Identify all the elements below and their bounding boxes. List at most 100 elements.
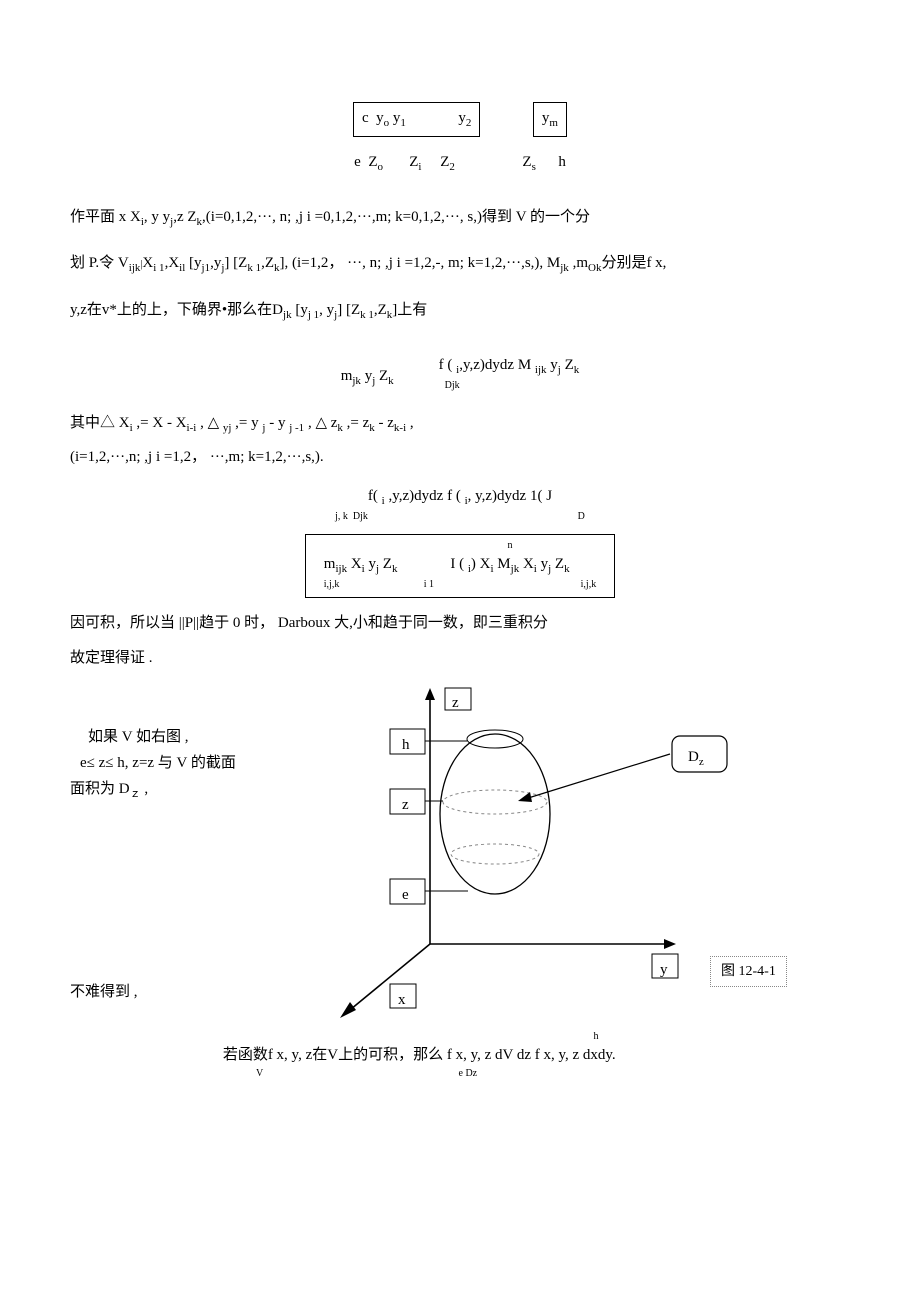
p3e: ,Z [374,302,387,318]
p6: 因可积，所以当 ||P||趋于 0 时， Darboux 大,小和趋于同一数，即… [70,615,548,631]
box-g: M [494,556,511,572]
d4: 不难得到 , [70,979,138,1006]
y2-sub: 2 [466,117,472,129]
zs: Z [522,154,531,170]
z2-sub: 2 [449,161,455,173]
p3a-sub: jk [283,309,292,321]
p2b-sub: i 1 [153,262,164,274]
box-j-sub: k [564,563,570,575]
eq2-left: j, k [335,511,348,522]
dz-label-d: D [688,749,699,765]
p2i-sub: O [588,262,596,274]
ineq-g: Z [561,357,574,373]
y0-sub: o [384,117,390,129]
ineq-a: m [341,368,353,384]
p3d: ] [Z [337,302,360,318]
tick-z-label: z [402,792,409,819]
figure-caption: 图 12-4-1 [710,956,787,987]
p4c: , △ [196,415,223,431]
z2: Z [440,154,449,170]
ineq-g-sub: k [574,364,580,376]
p4b-sub: i-i [187,422,197,434]
dz-label: Dz [688,744,704,773]
p4d: ,= y [231,415,262,431]
d3a-sub: ｚ [130,788,141,800]
p1c: ,z Z [173,209,196,225]
d3a: 面积为 D [70,781,130,797]
e-label: e [354,154,361,170]
header-row-2: e Zo Zi Z2 Zs h [70,149,850,178]
y1-sub: 1 [400,117,406,129]
d3: 面积为 Dｚ , [70,776,148,805]
p2h-sub: jk [560,262,569,274]
final-b2: h [200,1032,639,1042]
p4h-sub: k-i [394,422,406,434]
ineq-e-sub: ijk [535,364,547,376]
paragraph-6: 因可积，所以当 ||P||趋于 0 时， Darboux 大,小和趋于同一数，即… [70,610,850,637]
p2a: 划 P.令 V [70,255,129,271]
diagram-region: 如果 V 如右图 , e≤ z≤ h, z=z 与 V 的截面 面积为 Dｚ ,… [70,684,850,1024]
final-a: 若函数f x, y, z在V上的可积，那么 f x, y, z dV dz f … [200,1042,639,1069]
p1a: 作平面 x X [70,209,141,225]
p4i: , [406,415,414,431]
p4f: , △ z [304,415,337,431]
p2c: ,X [165,255,180,271]
p2d: [y [185,255,201,271]
paragraph-2: 划 P.令 Vijk|Xi 1,Xil [yj1,yj] [Zk 1,Zk], … [70,250,850,279]
equation-2: f( i ,y,z)dydz f ( i, y,z)dydz 1( J j, k… [70,483,850,522]
y0: y [376,110,384,126]
eq2-stack: f( i ,y,z)dydz f ( i, y,z)dydz 1( J j, k… [335,483,585,522]
p7: 故定理得证 . [70,650,153,666]
final-equation: h 若函数f x, y, z在V上的可积，那么 f x, y, z dV dz … [200,1032,850,1080]
ineq-d: f ( [439,357,457,373]
box-c: y [365,556,376,572]
p3b-sub: j 1 [308,309,319,321]
p2h: ], (i=1,2， ···, n; ,j i =1,2,-, m; k=1,2… [279,255,560,271]
p3f: ]上有 [392,302,427,318]
p4e-sub: j -1 [289,422,304,434]
box-j: Z [551,556,564,572]
ineq-int: D [445,380,452,391]
eq2-right: D [578,511,585,522]
paragraph-4: 其中△ Xi ,= X - Xi-i , △ yj ,= y j - y j -… [70,410,850,439]
ineq-e: ,y,z)dydz M [459,357,535,373]
p3d-sub: k 1 [360,309,374,321]
ineq-f: y [547,357,558,373]
ineq-c: Z [375,368,388,384]
box-left: i,j,k [324,579,340,590]
box-mid-top: n [424,541,597,551]
p2j: 分别是f x, [601,255,666,271]
box-d: Z [379,556,392,572]
eq2-left2-sub: jk [360,511,368,522]
p1d: ,(i=0,1,2,···, n; ,j i =0,1,2,···,m; k=0… [202,209,590,225]
p2f: ] [Z [224,255,247,271]
inequality-line: mjk yj Zk f ( i,y,z)dydz M ijk yj Zk Djk [70,352,850,392]
box-g-sub: jk [511,563,520,575]
ineq-b: y [361,368,372,384]
final-b1: V [200,1069,456,1079]
p1b: , y y [144,209,170,225]
paragraph-7: 故定理得证 . [70,645,850,672]
box-a-sub: ijk [335,563,347,575]
box-f: ) X [471,556,491,572]
z0-sub: o [377,161,383,173]
zi-sub: i [418,161,421,173]
eq2-b: ,y,z)dydz f ( [385,488,465,504]
axis-z-label: z [452,690,459,717]
box-a: m [324,556,336,572]
ym-sub: m [549,117,558,129]
p2d-sub: j1 [202,262,211,274]
d3b: , [141,781,149,797]
final-b3-sub: z [473,1068,477,1079]
tick-e-label: e [402,882,409,909]
dz-label-sub: z [699,756,704,768]
zs-sub: s [532,161,536,173]
ineq-int-sub: jk [452,380,460,391]
tick-h-label: h [402,732,410,759]
integral-stack: f ( i,y,z)dydz M ijk yj Zk Djk [439,352,580,391]
final-b3: e D [459,1068,473,1079]
ym-box: ym [533,102,567,137]
axis-y-label: y [660,957,668,984]
p4e: - y [265,415,289,431]
p4b: ,= X - X [133,415,187,431]
